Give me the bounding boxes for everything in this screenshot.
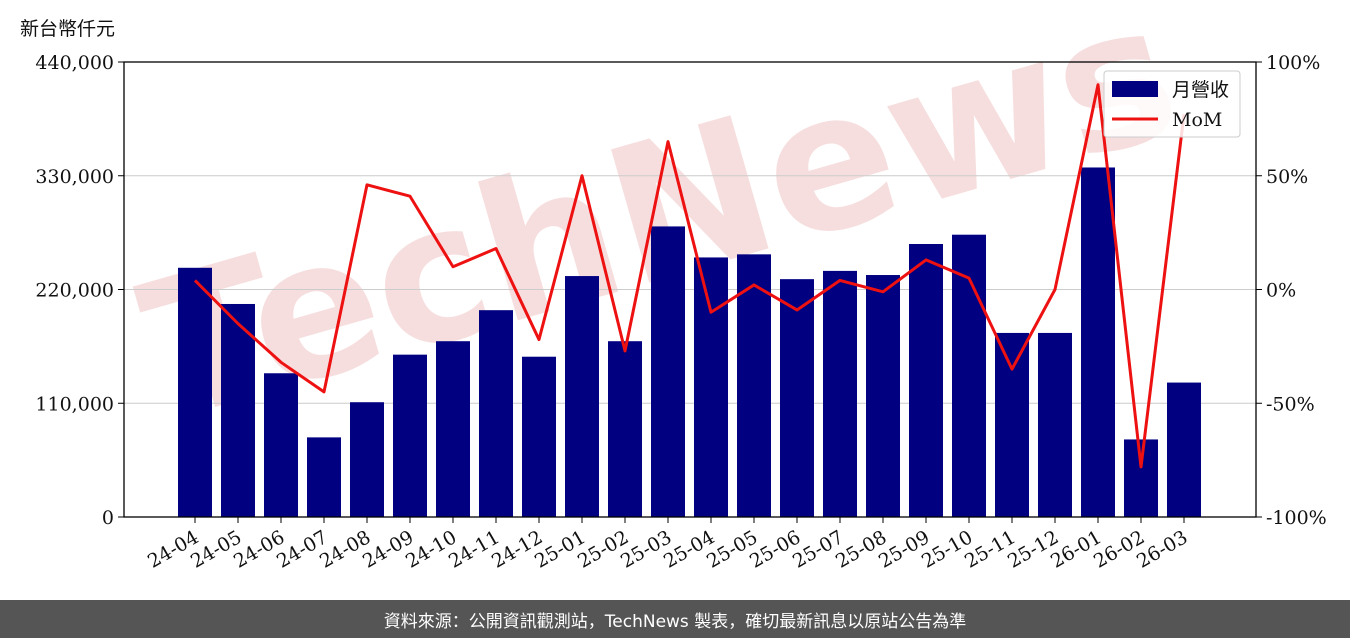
revenue-bars xyxy=(178,167,1201,517)
x-tick-label: 26-03 xyxy=(1133,526,1191,572)
right-tick-label: 0% xyxy=(1266,280,1296,302)
legend-swatch-bar xyxy=(1112,81,1158,97)
bar-25-07 xyxy=(823,270,857,517)
right-tick-label: 100% xyxy=(1266,52,1320,74)
bar-25-06 xyxy=(780,279,814,517)
bar-25-01 xyxy=(565,276,599,517)
bar-25-09 xyxy=(909,244,943,517)
x-ticks: 24-0424-0524-0624-0724-0824-0924-1024-11… xyxy=(144,517,1192,573)
bar-25-11 xyxy=(995,332,1029,517)
bar-25-04 xyxy=(694,257,728,517)
legend: 月營收 MoM xyxy=(1103,70,1241,138)
left-tick-label: 330,000 xyxy=(35,166,114,188)
bar-25-05 xyxy=(737,254,771,517)
left-y-ticks: 0 110,000 220,000 330,000 440,000 xyxy=(35,52,124,529)
bar-24-05 xyxy=(221,303,255,517)
bar-26-03 xyxy=(1167,382,1201,517)
mom-series-line xyxy=(193,83,1186,469)
left-tick-label: 220,000 xyxy=(35,280,114,302)
bar-24-11 xyxy=(479,310,513,517)
left-tick-label: 0 xyxy=(102,507,114,529)
bar-26-02 xyxy=(1124,439,1158,517)
bar-24-09 xyxy=(393,354,427,517)
bar-25-02 xyxy=(608,341,642,517)
left-tick-label: 110,000 xyxy=(35,393,114,415)
bar-25-10 xyxy=(952,234,986,517)
y-axis-unit-label: 新台幣仟元 xyxy=(20,18,116,40)
mom-line xyxy=(193,83,1186,469)
right-tick-label: -50% xyxy=(1266,393,1315,415)
left-tick-label: 440,000 xyxy=(35,52,114,74)
bar-25-12 xyxy=(1038,332,1072,517)
right-tick-label: -100% xyxy=(1266,507,1327,529)
legend-label-mom: MoM xyxy=(1172,109,1222,131)
bar-24-04 xyxy=(178,267,212,517)
bar-24-07 xyxy=(307,437,341,517)
right-tick-label: 50% xyxy=(1266,166,1308,188)
bar-24-06 xyxy=(264,373,298,517)
right-y-ticks: -100% -50% 0% 50% 100% xyxy=(1256,52,1327,529)
bar-25-08 xyxy=(866,275,900,517)
bar-25-03 xyxy=(651,226,685,517)
footer-text: 資料來源：公開資訊觀測站，TechNews 製表，確切最新訊息以原站公告為準 xyxy=(383,611,967,632)
bar-24-10 xyxy=(436,341,470,517)
bar-24-08 xyxy=(350,402,384,517)
bar-24-12 xyxy=(522,356,556,517)
bar-26-01 xyxy=(1081,167,1115,517)
source-footer: 資料來源：公開資訊觀測站，TechNews 製表，確切最新訊息以原站公告為準 xyxy=(0,600,1350,638)
legend-label-revenue: 月營收 xyxy=(1172,79,1229,101)
